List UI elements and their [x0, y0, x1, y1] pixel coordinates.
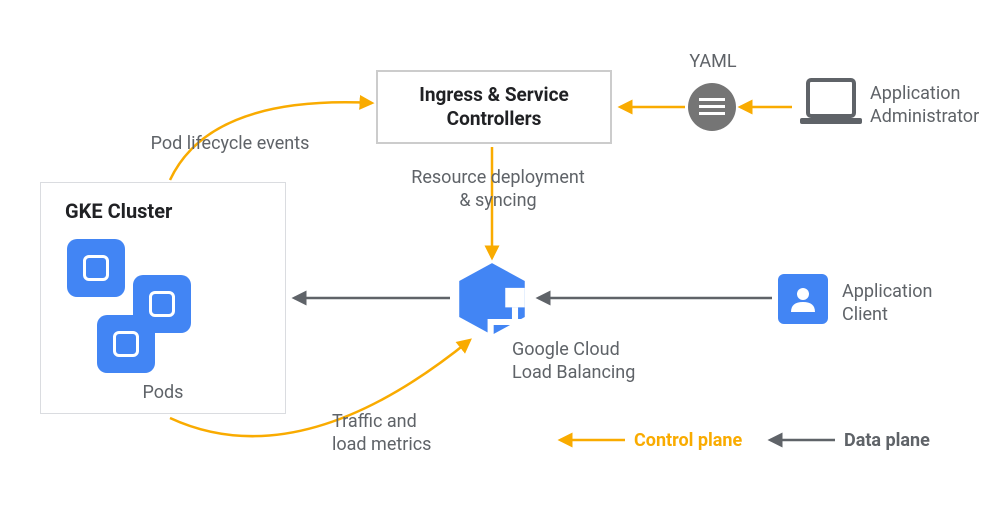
resource-sync-label: Resource deployment & syncing: [388, 166, 608, 213]
yaml-label: YAML: [688, 50, 738, 73]
yaml-disk-icon: [688, 83, 736, 131]
load-balancer-hex-icon: [453, 260, 531, 338]
pod-icon-3: [97, 315, 155, 373]
legend-data-label: Data plane: [844, 430, 930, 451]
traffic-metrics-label: Traffic and load metrics: [332, 410, 472, 457]
pods-label: Pods: [41, 381, 285, 404]
pod-lifecycle-label: Pod lifecycle events: [120, 132, 340, 155]
client-label: Application Client: [842, 280, 972, 327]
gke-cluster-title: GKE Cluster: [65, 199, 172, 223]
lb-label: Google Cloud Load Balancing: [512, 338, 672, 385]
diagram-canvas: GKE Cluster Pods Ingress & Service Contr…: [0, 0, 1000, 508]
client-user-icon: [778, 274, 828, 324]
admin-label: Application Administrator: [870, 82, 1000, 129]
gke-cluster-box: GKE Cluster Pods: [40, 182, 286, 414]
pod-icon-1: [67, 239, 125, 297]
laptop-icon: [798, 76, 864, 132]
ingress-controllers-box: Ingress & Service Controllers: [376, 70, 612, 144]
legend-control-label: Control plane: [634, 430, 742, 451]
